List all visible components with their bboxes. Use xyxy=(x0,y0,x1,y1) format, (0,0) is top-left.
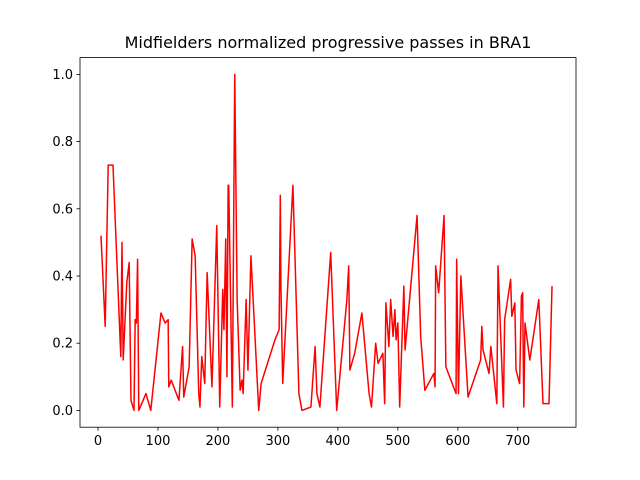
x-tick-label: 600 xyxy=(445,434,470,449)
axes-frame xyxy=(79,57,577,428)
y-tick-label: 0.4 xyxy=(52,270,73,285)
x-tick-label: 700 xyxy=(505,434,530,449)
y-tick-label: 0.6 xyxy=(52,202,73,217)
x-tick-label: 100 xyxy=(146,434,171,449)
x-tick-label: 400 xyxy=(325,434,350,449)
x-tick-label: 0 xyxy=(94,434,102,449)
y-tick-label: 0.8 xyxy=(52,135,73,150)
y-tick-label: 0.2 xyxy=(52,337,73,352)
x-tick-label: 500 xyxy=(385,434,410,449)
chart-title: Midfielders normalized progressive passe… xyxy=(125,33,532,52)
y-tick-label: 0.0 xyxy=(52,404,73,419)
x-tick-label: 200 xyxy=(206,434,231,449)
series-line xyxy=(100,73,553,412)
y-tick-label: 1.0 xyxy=(52,68,73,83)
x-tick-label: 300 xyxy=(266,434,291,449)
